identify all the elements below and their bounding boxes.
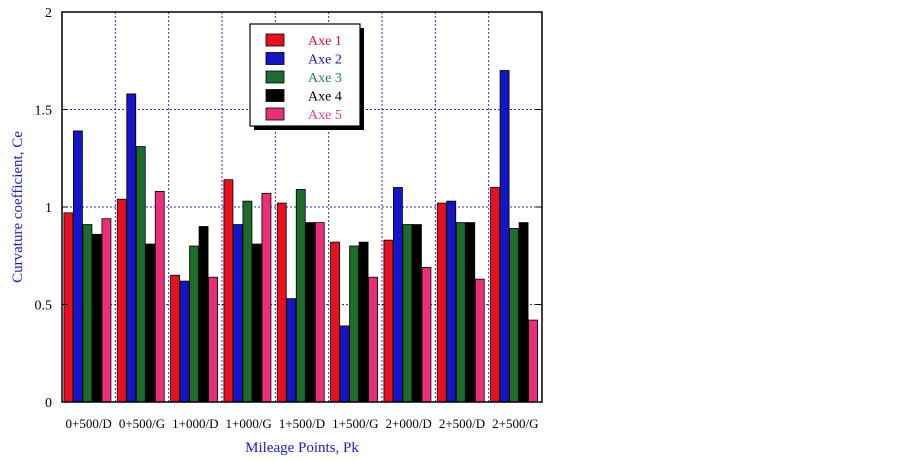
legend-swatch xyxy=(265,52,285,65)
bar-axe-1-6 xyxy=(330,241,340,403)
bar-axe-1-5 xyxy=(276,202,287,403)
legend-swatch xyxy=(265,89,285,102)
y-tick-label: 1 xyxy=(45,201,52,216)
y-tick-label: 0 xyxy=(45,396,52,411)
y-tick-label: 0.5 xyxy=(35,299,53,314)
y-axis-label: Curvature coefficient, Ce xyxy=(10,131,26,283)
bar-axe-4-7 xyxy=(412,224,422,403)
bar-axe-4-2 xyxy=(145,243,156,403)
bars xyxy=(63,70,538,403)
bar-axe-5-7 xyxy=(421,267,432,403)
x-tick-label: 1+000/G xyxy=(225,416,271,431)
x-tick-label: 2+500/G xyxy=(492,416,538,431)
bar-axe-2-5 xyxy=(286,298,297,403)
bar-axe-4-9 xyxy=(518,222,529,403)
bar-axe-5-5 xyxy=(314,222,325,403)
bar-axe-1-3 xyxy=(170,274,180,403)
x-tick-label: 1+500/G xyxy=(332,416,378,431)
bar-axe-4-6 xyxy=(358,241,369,403)
bar-axe-5-3 xyxy=(208,276,218,403)
legend-entry: Axe 2 xyxy=(308,53,342,68)
legend-entry: Axe 5 xyxy=(308,108,342,123)
x-tick-label: 0+500/D xyxy=(65,416,111,431)
bar-axe-3-3 xyxy=(189,245,199,403)
bar-axe-5-9 xyxy=(528,319,538,403)
bar-axe-2-1 xyxy=(73,130,83,403)
bar-axe-1-2 xyxy=(116,198,127,403)
bar-axe-2-6 xyxy=(339,325,350,403)
bar-axe-1-9 xyxy=(490,187,500,403)
bar-axe-2-4 xyxy=(233,224,243,403)
bar-axe-1-4 xyxy=(223,179,234,403)
bar-axe-4-5 xyxy=(305,222,316,403)
bar-axe-2-2 xyxy=(126,93,137,403)
legend-swatch xyxy=(265,33,285,47)
bar-axe-4-3 xyxy=(198,226,209,403)
bar-axe-1-8 xyxy=(436,202,447,403)
legend-entry: Axe 3 xyxy=(308,71,342,86)
legend-swatch xyxy=(265,107,285,121)
bar-axe-5-1 xyxy=(101,218,112,403)
x-tick-label: 1+000/D xyxy=(172,416,218,431)
legend-entry: Axe 4 xyxy=(308,90,342,105)
bar-axe-5-4 xyxy=(261,192,272,403)
bar-axe-1-1 xyxy=(63,212,74,403)
y-tick-labels: 0 0.5 1 1.5 2 xyxy=(35,6,542,411)
x-tick-label: 2+500/D xyxy=(439,416,485,431)
x-tick-label: 1+500/D xyxy=(279,416,325,431)
bar-axe-3-4 xyxy=(242,200,253,403)
bar-axe-3-8 xyxy=(455,222,466,403)
legend-entry: Axe 1 xyxy=(308,34,342,49)
legend: Axe 1 Axe 2 Axe 3 Axe 4 Axe 5 xyxy=(249,23,364,130)
bar-axe-3-1 xyxy=(82,224,93,403)
bar-axe-3-6 xyxy=(349,245,359,403)
y-tick-label: 2 xyxy=(45,6,52,21)
x-tick-label: 2+000/D xyxy=(385,416,431,431)
bar-axe-2-7 xyxy=(393,187,403,403)
bar-axe-1-7 xyxy=(383,239,394,403)
bar-axe-3-2 xyxy=(135,146,146,403)
bar-axe-4-8 xyxy=(465,222,476,403)
bar-axe-2-3 xyxy=(179,280,190,403)
bar-axe-2-8 xyxy=(446,200,457,403)
x-tick-labels: 0+500/D 0+500/G 1+000/D 1+000/G 1+500/D 1+500… xyxy=(65,416,538,431)
y-tick-label: 1.5 xyxy=(35,104,53,119)
x-axis-label: Mileage Points, Pk xyxy=(245,440,359,456)
x-tick-label: 0+500/G xyxy=(119,416,165,431)
bar-axe-5-6 xyxy=(368,276,378,403)
bar-axe-3-9 xyxy=(509,228,519,403)
bar-axe-2-9 xyxy=(499,70,510,403)
bar-axe-3-7 xyxy=(402,224,413,403)
bar-axe-4-1 xyxy=(92,233,102,403)
bar-axe-3-5 xyxy=(295,189,306,403)
bar-axe-4-4 xyxy=(252,243,262,403)
legend-swatch xyxy=(265,70,285,84)
bar-axe-5-8 xyxy=(474,278,485,403)
bar-axe-5-2 xyxy=(154,190,165,403)
